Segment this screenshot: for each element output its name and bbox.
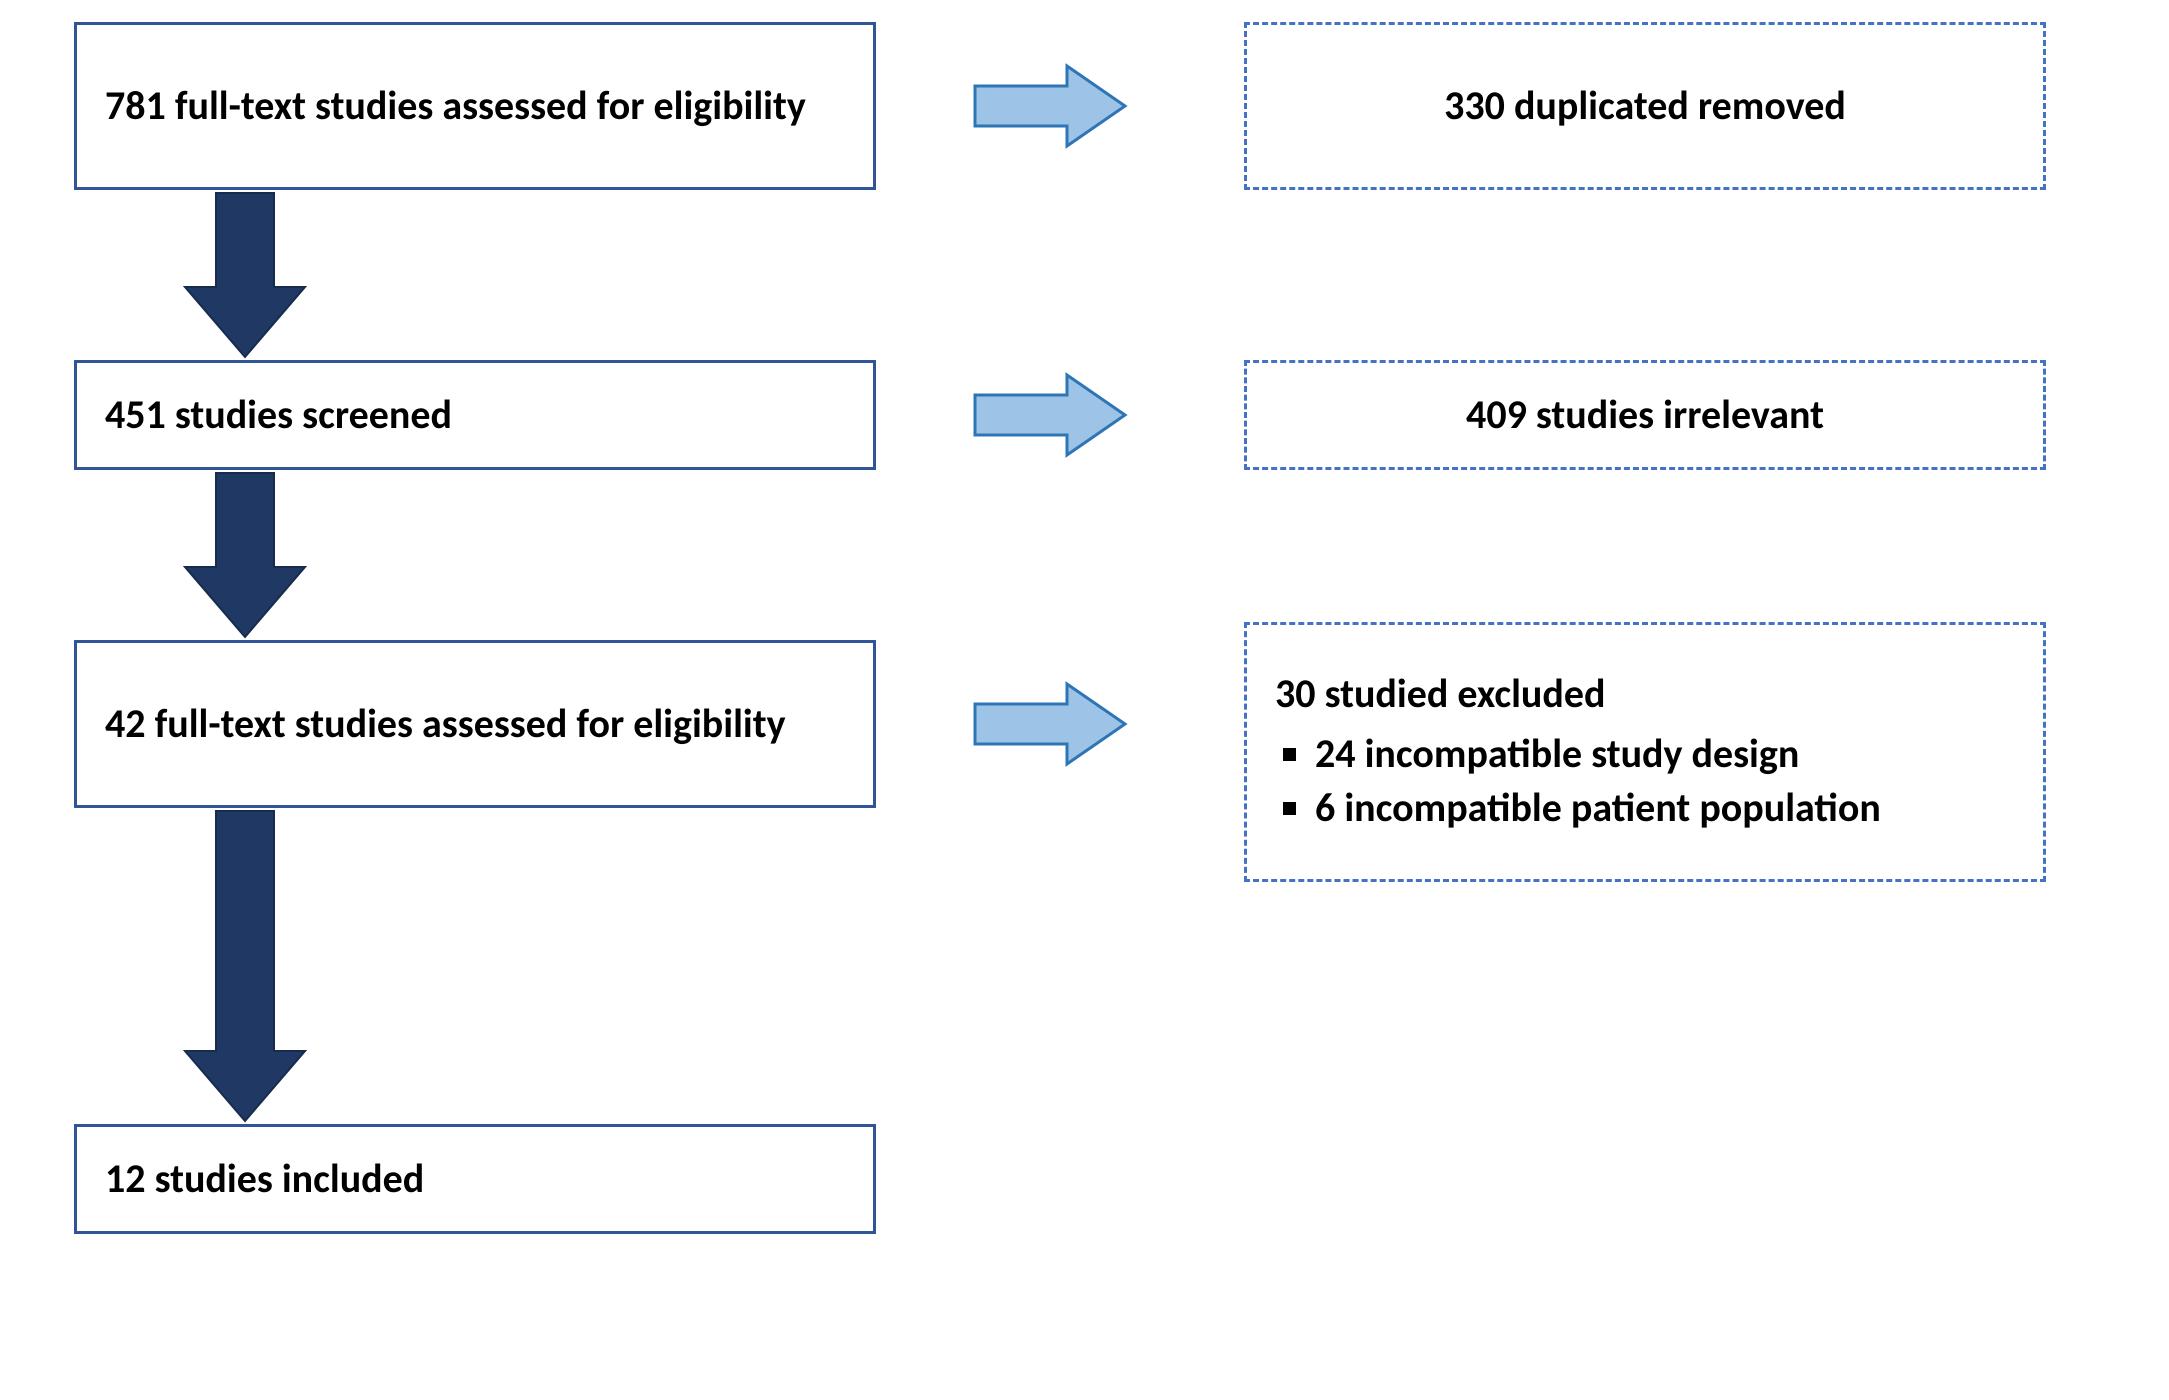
arrow-down-icon [185, 193, 305, 357]
flowchart-node-label: 42 full-text studies assessed for eligib… [105, 698, 786, 750]
flowchart-canvas: 781 full-text studies assessed for eligi… [0, 0, 2169, 1400]
arrow-right-icon [975, 684, 1125, 764]
flowchart-node-n4: 12 studies included [74, 1124, 876, 1234]
flowchart-node-label: 451 studies screened [105, 389, 452, 441]
flowchart-node-n3: 42 full-text studies assessed for eligib… [74, 640, 876, 808]
flowchart-node-label: 409 studies irrelevant [1466, 389, 1824, 441]
arrow-down-icon [185, 811, 305, 1121]
arrow-right-icon [975, 375, 1125, 455]
flowchart-node-n1: 781 full-text studies assessed for eligi… [74, 22, 876, 190]
arrow-down-icon [185, 473, 305, 637]
flowchart-node-label: 330 duplicated removed [1444, 80, 1846, 132]
flowchart-node-r1: 330 duplicated removed [1244, 22, 2046, 190]
flowchart-node-bullet: 6 incompatible patient population [1315, 782, 1881, 834]
flowchart-node-label: 12 studies included [105, 1153, 424, 1205]
arrow-right-icon [975, 66, 1125, 146]
flowchart-node-n2: 451 studies screened [74, 360, 876, 470]
flowchart-node-label: 781 full-text studies assessed for eligi… [105, 80, 806, 132]
flowchart-node-label: 30 studied excluded [1275, 668, 1605, 720]
flowchart-node-r2: 409 studies irrelevant [1244, 360, 2046, 470]
flowchart-node-bullets: 24 incompatible study design6 incompatib… [1275, 726, 1881, 836]
flowchart-node-r3: 30 studied excluded 24 incompatible study… [1244, 622, 2046, 882]
flowchart-node-bullet: 24 incompatible study design [1315, 728, 1881, 780]
